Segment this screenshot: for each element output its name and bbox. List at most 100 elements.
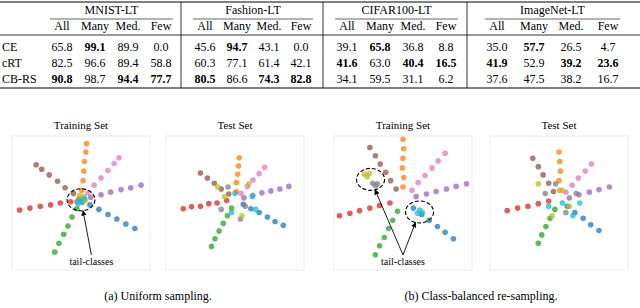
table-cell: 8.8 <box>439 40 454 54</box>
point <box>435 158 441 164</box>
table-cell: 60.3 <box>195 56 216 70</box>
point <box>400 165 406 171</box>
point <box>570 213 576 219</box>
column-header: All <box>489 19 505 33</box>
point <box>39 166 45 172</box>
method-label: cRT <box>2 56 23 70</box>
point <box>415 210 421 216</box>
point <box>542 191 548 197</box>
plot-frame <box>12 136 150 270</box>
table-cell: 16.7 <box>598 72 619 86</box>
point <box>546 198 552 204</box>
point <box>80 178 86 184</box>
point <box>225 184 231 190</box>
point <box>540 172 546 178</box>
point <box>216 228 222 234</box>
point <box>362 171 368 177</box>
column-header: All <box>54 19 70 33</box>
column-header: Med. <box>116 19 141 33</box>
point <box>37 203 43 209</box>
point <box>105 168 111 174</box>
point <box>573 191 579 197</box>
scatter-panel: Test Set <box>490 119 628 270</box>
point <box>17 207 23 213</box>
point <box>236 163 242 169</box>
table-cell: 39.2 <box>561 56 582 70</box>
figure: MNIST-LTAllManyMed.FewFashion-LTAllManyM… <box>0 0 640 308</box>
point <box>453 184 459 190</box>
point <box>415 180 421 186</box>
column-header: Many <box>520 19 548 33</box>
point <box>525 203 531 209</box>
table-cell: 40.4 <box>403 56 424 70</box>
point <box>116 155 122 161</box>
table-cell: 77.7 <box>151 72 172 86</box>
point <box>551 189 557 195</box>
point <box>235 171 241 177</box>
point <box>367 205 373 211</box>
point <box>88 194 94 200</box>
point <box>68 199 74 205</box>
point <box>530 156 536 162</box>
point <box>536 201 542 207</box>
point <box>33 162 39 168</box>
point <box>411 205 417 211</box>
point <box>111 161 117 167</box>
point <box>596 228 602 234</box>
point <box>128 185 134 191</box>
point <box>504 208 510 214</box>
point <box>212 236 218 242</box>
points <box>337 136 470 257</box>
point <box>444 186 450 192</box>
table-cell: 16.5 <box>436 56 457 70</box>
point <box>413 194 419 200</box>
point <box>277 186 283 192</box>
point <box>46 172 52 178</box>
table-cell: 57.7 <box>524 40 545 54</box>
annotation-arrow <box>403 222 416 254</box>
point <box>256 171 262 177</box>
point <box>589 161 595 167</box>
plot-frame <box>334 136 472 270</box>
point <box>367 145 373 151</box>
column-separator <box>323 2 324 88</box>
table-cell: 43.1 <box>259 40 280 54</box>
point <box>563 210 569 216</box>
header-rule <box>0 35 640 36</box>
point <box>236 155 242 161</box>
column-header: Few <box>598 19 619 33</box>
column-header: All <box>197 19 213 33</box>
annotation-arrow <box>83 211 91 255</box>
point <box>382 235 388 241</box>
point <box>286 184 292 190</box>
point <box>442 230 448 236</box>
point <box>539 232 545 238</box>
point <box>281 223 287 229</box>
method-label: CE <box>2 40 17 54</box>
table-cell: 89.9 <box>118 40 139 54</box>
point <box>546 180 552 186</box>
bottom-rule <box>0 88 640 89</box>
point <box>536 181 542 187</box>
point <box>58 200 64 206</box>
point <box>567 203 573 209</box>
tail-highlight <box>67 189 95 211</box>
panel-title: Test Set <box>218 119 253 131</box>
points <box>504 149 612 246</box>
point <box>366 171 372 177</box>
annotation: tail-classes <box>381 256 425 267</box>
point <box>377 243 383 249</box>
table-cell: 41.9 <box>487 56 508 70</box>
column-header: Med. <box>257 19 282 33</box>
table-cell: 59.5 <box>370 72 391 86</box>
point <box>556 149 562 155</box>
point <box>373 252 379 258</box>
point <box>435 224 441 230</box>
point <box>98 175 104 181</box>
point <box>422 173 428 179</box>
table-cell: 37.6 <box>487 72 508 86</box>
point <box>401 175 407 181</box>
point <box>569 182 575 188</box>
point <box>546 203 552 209</box>
point <box>250 177 256 183</box>
